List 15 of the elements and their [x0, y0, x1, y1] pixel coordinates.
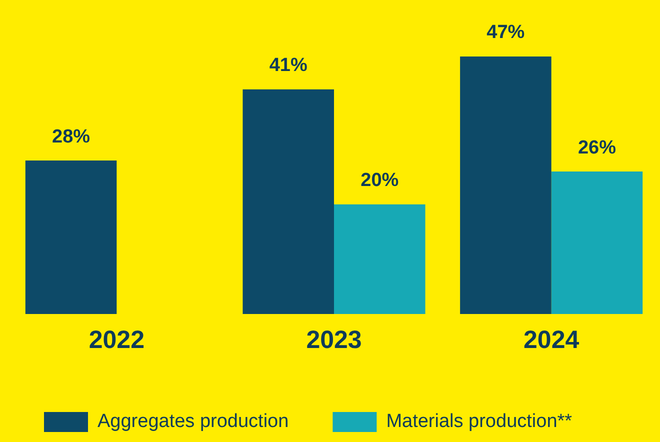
bar [242, 89, 334, 314]
x-tick-label: 2023 [306, 326, 362, 354]
x-tick-label: 2024 [524, 326, 580, 354]
data-label: 26% [578, 137, 616, 158]
bar [551, 172, 643, 314]
data-label: 41% [269, 55, 308, 76]
legend-label: Materials production** [386, 411, 573, 432]
data-label: 47% [486, 22, 525, 44]
data-label: 20% [360, 170, 399, 192]
data-label: 28% [52, 126, 90, 148]
legend-label: Aggregates production [98, 411, 289, 432]
bar [25, 160, 117, 314]
bar [460, 56, 552, 314]
x-tick-label: 2022 [88, 326, 144, 354]
bar [334, 204, 426, 314]
